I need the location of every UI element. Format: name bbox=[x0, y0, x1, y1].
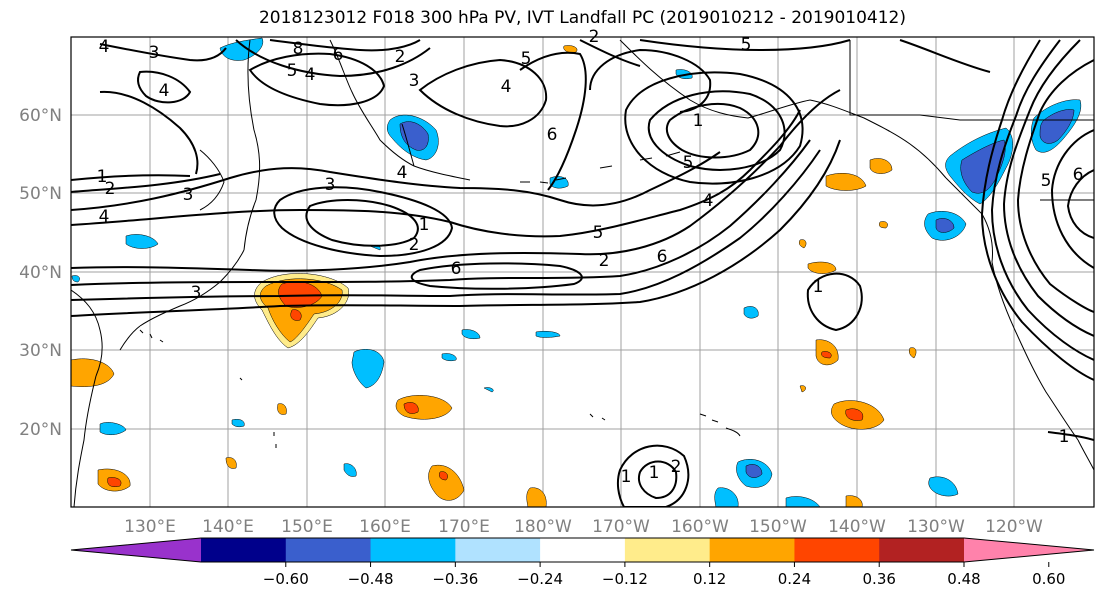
colorbar-outline bbox=[70, 537, 1095, 563]
colorbar-tick-label: 0.36 bbox=[863, 570, 896, 588]
contour-label: 4 bbox=[501, 77, 512, 97]
colorbar-cell bbox=[794, 538, 880, 562]
colorbar-extend-high bbox=[964, 538, 1094, 562]
colorbar-cell bbox=[201, 538, 287, 562]
contour-label: 5 bbox=[593, 223, 604, 243]
contour-label: 6 bbox=[333, 45, 344, 65]
longitude-labels: 130°E 140°E 150°E 160°E 170°E 180°W 170°… bbox=[124, 517, 1043, 537]
contour-label: 3 bbox=[149, 43, 160, 63]
colorbar-tick-label: −0.48 bbox=[348, 570, 394, 588]
contour-label: 6 bbox=[1073, 165, 1084, 185]
longitude-label: 150°E bbox=[281, 517, 333, 537]
ivt-contours bbox=[71, 39, 1094, 507]
colorbar-extend-low bbox=[71, 538, 201, 562]
contour-label: 3 bbox=[409, 71, 420, 91]
latitude-label: 40°N bbox=[19, 263, 62, 283]
contour-label: 1 bbox=[621, 467, 632, 487]
longitude-label: 150°W bbox=[749, 517, 807, 537]
graticule bbox=[71, 37, 1094, 507]
colorbar-cell bbox=[709, 538, 795, 562]
contour-label: 2 bbox=[409, 235, 420, 255]
colorbar-cell bbox=[624, 538, 711, 562]
longitude-label: 160°E bbox=[359, 517, 411, 537]
contour-labels: 4 3 8 6 5 4 2 3 4 5 6 2 5 4 1 1 2 3 4 3 … bbox=[97, 27, 1084, 487]
colorbar-tick-label: 0.12 bbox=[693, 570, 726, 588]
colorbar-tick-label: 0.24 bbox=[778, 570, 811, 588]
latitude-label: 50°N bbox=[19, 184, 62, 204]
contour-label: 5 bbox=[287, 61, 298, 81]
latitude-label: 30°N bbox=[19, 341, 62, 361]
longitude-label: 140°E bbox=[202, 517, 254, 537]
colorbar-cell bbox=[540, 538, 626, 562]
contour-label: 5 bbox=[1041, 171, 1052, 191]
contour-label: 1 bbox=[419, 215, 430, 235]
contour-label: 2 bbox=[671, 457, 682, 477]
colorbar-cell bbox=[285, 538, 372, 562]
contour-label: 6 bbox=[451, 259, 462, 279]
longitude-label: 130°W bbox=[907, 517, 965, 537]
colorbar-cell bbox=[879, 538, 965, 562]
contour-label: 3 bbox=[191, 283, 202, 303]
latitude-labels: 20°N 30°N 40°N 50°N 60°N bbox=[19, 106, 62, 440]
contour-label: 2 bbox=[105, 179, 116, 199]
longitude-label: 130°E bbox=[124, 517, 176, 537]
contour-label: 4 bbox=[99, 37, 110, 57]
contour-label: 5 bbox=[741, 35, 752, 55]
longitude-label: 170°W bbox=[592, 517, 650, 537]
contour-label: 4 bbox=[159, 81, 170, 101]
latitude-label: 20°N bbox=[19, 420, 62, 440]
colorbar-tick-label: −0.24 bbox=[517, 570, 563, 588]
contour-label: 2 bbox=[599, 251, 610, 271]
contour-label: 5 bbox=[521, 49, 532, 69]
colorbar-tick-label: 0.48 bbox=[947, 570, 980, 588]
colorbar-cell bbox=[455, 538, 541, 562]
contour-label: 1 bbox=[813, 277, 824, 297]
latitude-label: 60°N bbox=[19, 106, 62, 126]
contour-label: 6 bbox=[547, 125, 558, 145]
longitude-label: 120°W bbox=[985, 517, 1043, 537]
colorbar: −0.60 −0.48 −0.36 −0.24 −0.12 0.12 0.24 0.36 0.4… bbox=[70, 537, 1095, 588]
map-title: 2018123012 F018 300 hPa PV, IVT Landfall… bbox=[258, 8, 906, 28]
contour-label: 8 bbox=[293, 39, 304, 59]
contour-label: 4 bbox=[703, 191, 714, 211]
contour-label: 1 bbox=[1059, 427, 1070, 447]
contour-label: 5 bbox=[683, 153, 694, 173]
longitude-label: 180°W bbox=[514, 517, 572, 537]
contour-label: 2 bbox=[395, 47, 406, 67]
longitude-label: 160°W bbox=[671, 517, 729, 537]
longitude-label: 140°W bbox=[828, 517, 886, 537]
colorbar-tick-label: 0.60 bbox=[1032, 570, 1065, 588]
contour-label: 1 bbox=[649, 463, 660, 483]
contour-label: 3 bbox=[325, 175, 336, 195]
contour-label: 6 bbox=[657, 247, 668, 267]
contour-label: 4 bbox=[305, 65, 316, 85]
contour-label: 1 bbox=[693, 111, 704, 131]
contour-label: 1 bbox=[97, 167, 108, 187]
colorbar-tick-label: −0.60 bbox=[263, 570, 309, 588]
plot-frame bbox=[70, 36, 1095, 508]
longitude-label: 170°E bbox=[438, 517, 490, 537]
contour-label: 4 bbox=[397, 163, 408, 183]
colorbar-tick-label: −0.36 bbox=[432, 570, 478, 588]
contour-label: 4 bbox=[99, 207, 110, 227]
contour-label: 3 bbox=[183, 185, 194, 205]
colorbar-cell bbox=[370, 538, 456, 562]
colorbar-tick-label: −0.12 bbox=[602, 570, 648, 588]
pv-shading bbox=[71, 37, 1082, 507]
